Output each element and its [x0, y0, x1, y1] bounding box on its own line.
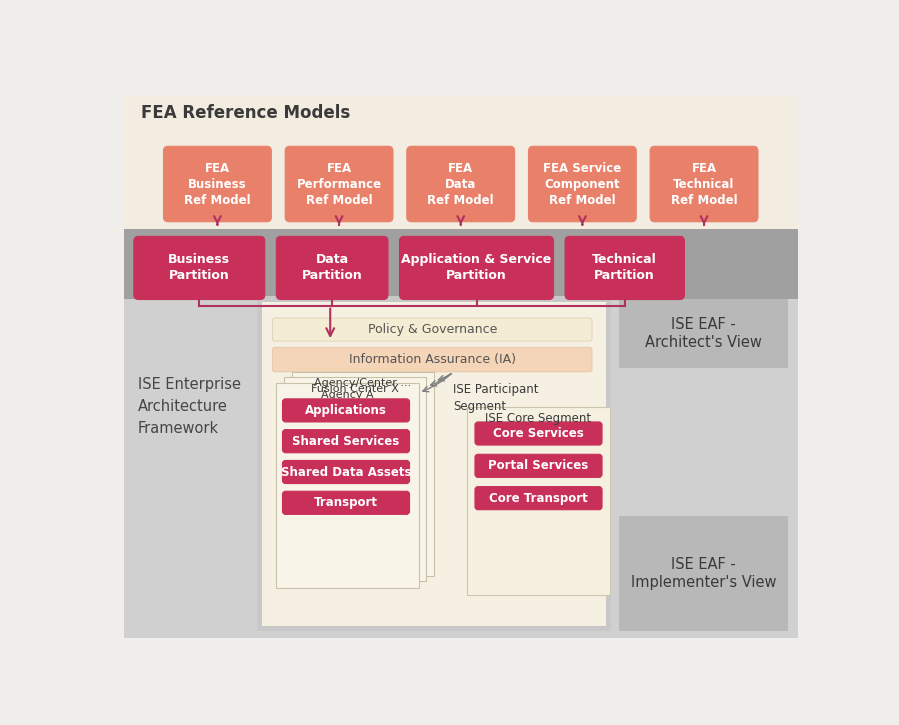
- Text: Fusion Center X: Fusion Center X: [311, 384, 399, 394]
- FancyBboxPatch shape: [282, 399, 410, 422]
- Text: Application & Service
Partition: Application & Service Partition: [401, 254, 552, 283]
- Text: ISE EAF -
Implementer's View: ISE EAF - Implementer's View: [631, 557, 777, 590]
- Text: ISE EAF -
Architect's View: ISE EAF - Architect's View: [645, 317, 762, 350]
- Text: Shared Services: Shared Services: [292, 435, 400, 448]
- Bar: [124, 229, 797, 307]
- FancyBboxPatch shape: [282, 430, 410, 452]
- Text: ISE Participant
Segment: ISE Participant Segment: [453, 384, 539, 413]
- FancyBboxPatch shape: [529, 146, 636, 222]
- Text: FEA Reference Models: FEA Reference Models: [141, 104, 350, 122]
- Text: Information Assurance (IA): Information Assurance (IA): [349, 353, 516, 366]
- Bar: [263, 302, 606, 626]
- Text: ISE Core Segment: ISE Core Segment: [485, 412, 592, 425]
- Text: Core Transport: Core Transport: [489, 492, 588, 505]
- FancyBboxPatch shape: [407, 146, 514, 222]
- Text: Transport: Transport: [314, 497, 378, 509]
- FancyBboxPatch shape: [285, 146, 393, 222]
- Text: Portal Services: Portal Services: [488, 460, 589, 473]
- Bar: [124, 299, 797, 637]
- FancyBboxPatch shape: [164, 146, 271, 222]
- FancyBboxPatch shape: [475, 486, 602, 510]
- FancyBboxPatch shape: [272, 318, 592, 341]
- Bar: [257, 297, 611, 631]
- Text: Technical
Partition: Technical Partition: [592, 254, 657, 283]
- Text: FEA
Business
Ref Model: FEA Business Ref Model: [184, 162, 251, 207]
- Text: Data
Partition: Data Partition: [302, 254, 362, 283]
- Bar: [619, 516, 788, 631]
- Text: Policy & Governance: Policy & Governance: [368, 323, 497, 336]
- FancyBboxPatch shape: [650, 146, 758, 222]
- Text: FEA
Data
Ref Model: FEA Data Ref Model: [427, 162, 494, 207]
- FancyBboxPatch shape: [282, 460, 410, 484]
- FancyBboxPatch shape: [475, 455, 602, 477]
- Bar: [467, 407, 610, 595]
- Bar: [276, 384, 419, 587]
- Text: FEA
Performance
Ref Model: FEA Performance Ref Model: [297, 162, 382, 207]
- Text: Agency A: Agency A: [321, 390, 374, 400]
- Text: Agency/Center ...: Agency/Center ...: [315, 378, 412, 389]
- FancyBboxPatch shape: [399, 236, 554, 299]
- Text: FEA Service
Component
Ref Model: FEA Service Component Ref Model: [543, 162, 621, 207]
- Text: Shared Data Assets: Shared Data Assets: [280, 465, 411, 478]
- Text: Business
Partition: Business Partition: [168, 254, 230, 283]
- FancyBboxPatch shape: [282, 492, 410, 514]
- FancyBboxPatch shape: [134, 236, 265, 299]
- Bar: [284, 377, 426, 581]
- Bar: [619, 299, 788, 368]
- FancyBboxPatch shape: [565, 236, 684, 299]
- Bar: [291, 372, 434, 576]
- FancyBboxPatch shape: [276, 236, 388, 299]
- Bar: [124, 96, 797, 237]
- FancyBboxPatch shape: [272, 347, 592, 372]
- FancyBboxPatch shape: [475, 422, 602, 445]
- Text: FEA
Technical
Ref Model: FEA Technical Ref Model: [671, 162, 737, 207]
- Text: Applications: Applications: [305, 404, 387, 417]
- Text: ISE Enterprise
Architecture
Framework: ISE Enterprise Architecture Framework: [138, 377, 241, 436]
- Text: Core Services: Core Services: [494, 427, 583, 440]
